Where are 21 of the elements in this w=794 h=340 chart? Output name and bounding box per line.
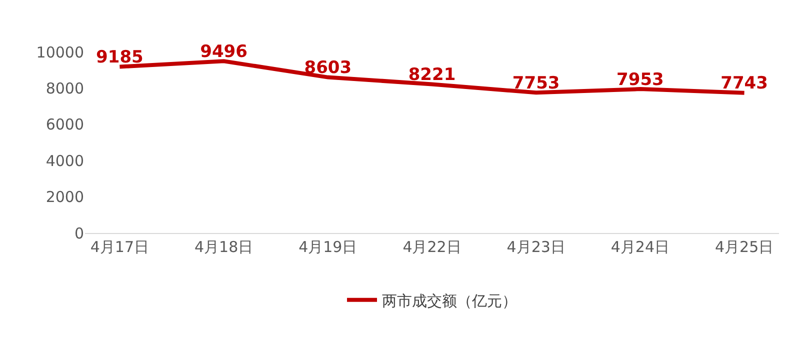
y-tick-label: 8000 bbox=[46, 79, 84, 98]
x-tick-label: 4月22日 bbox=[402, 238, 462, 256]
x-tick-label: 4月19日 bbox=[298, 238, 358, 256]
data-label: 7743 bbox=[720, 74, 768, 94]
data-label: 9496 bbox=[200, 42, 248, 62]
data-label: 8603 bbox=[304, 58, 352, 78]
x-tick-label: 4月23日 bbox=[506, 238, 566, 256]
data-label: 7953 bbox=[616, 70, 664, 90]
legend-label: 两市成交额（亿元） bbox=[382, 292, 517, 310]
data-label: 7753 bbox=[512, 73, 560, 94]
data-label: 9185 bbox=[96, 48, 144, 68]
y-tick-label: 2000 bbox=[46, 188, 84, 206]
x-tick-label: 4月25日 bbox=[714, 238, 774, 256]
x-tick-label: 4月18日 bbox=[194, 238, 254, 256]
x-tick-label: 4月17日 bbox=[90, 238, 150, 256]
y-tick-label: 0 bbox=[74, 224, 84, 242]
y-tick-label: 10000 bbox=[36, 43, 84, 62]
y-tick-label: 6000 bbox=[46, 116, 84, 134]
x-tick-label: 4月24日 bbox=[610, 238, 670, 256]
data-label: 8221 bbox=[408, 64, 456, 85]
y-tick-label: 4000 bbox=[46, 152, 84, 170]
